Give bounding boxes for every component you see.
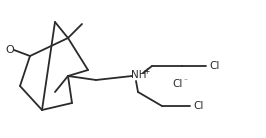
Text: O: O <box>6 45 14 55</box>
Text: +: + <box>143 67 150 75</box>
Text: Cl: Cl <box>194 101 204 111</box>
Text: ⁻: ⁻ <box>183 76 187 86</box>
Text: Cl: Cl <box>173 79 183 89</box>
Text: NH: NH <box>131 70 147 80</box>
Text: Cl: Cl <box>210 61 220 71</box>
